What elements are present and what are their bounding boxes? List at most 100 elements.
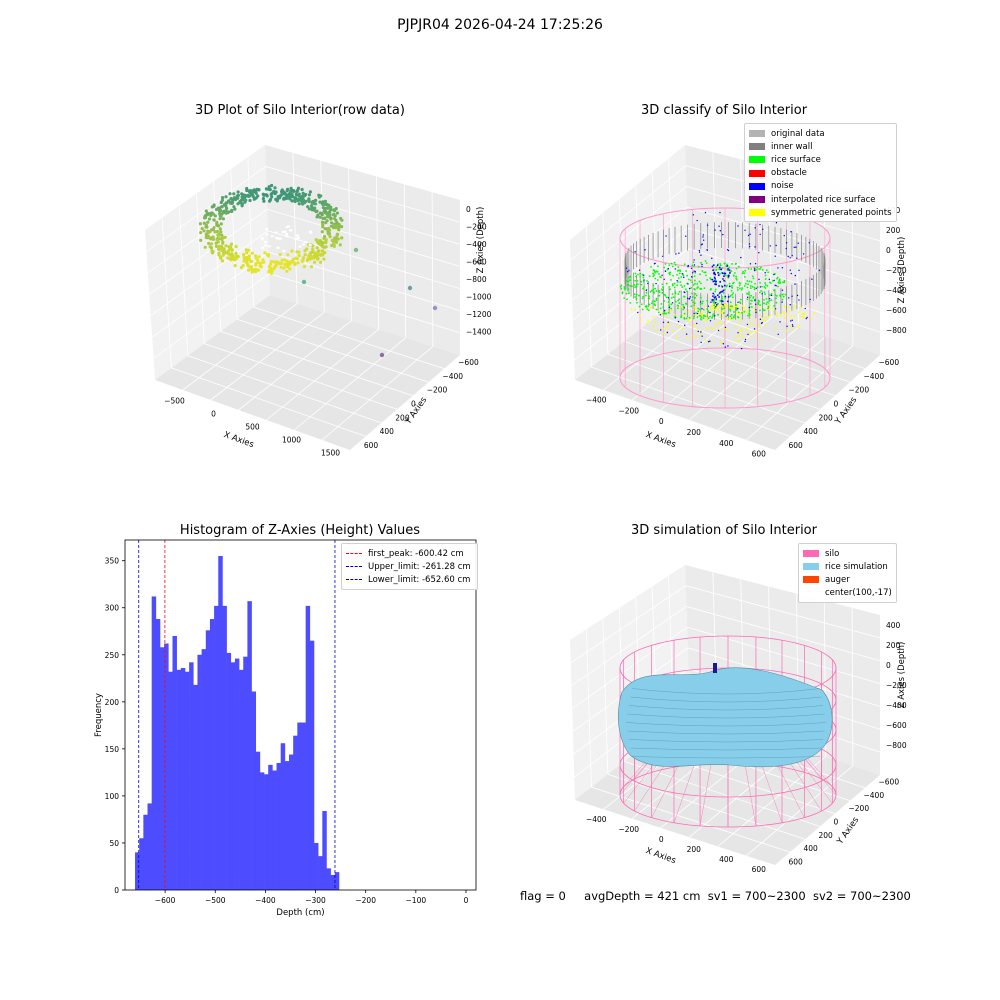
p1-x-tick-label: 1000 (282, 436, 301, 445)
p2-noise-point (723, 275, 725, 277)
p1-point (314, 238, 318, 242)
p2-noise-point (724, 326, 727, 329)
p2-rice-point (700, 318, 703, 321)
p2-rice-point (636, 301, 638, 304)
p1-point (333, 217, 337, 221)
p2-symmetric-point (793, 315, 796, 318)
p2-symmetric-point (745, 309, 748, 311)
p2-rice-point (740, 288, 743, 291)
p2-symmetric-point (712, 327, 715, 330)
p1-point (250, 251, 254, 255)
p1-point (297, 194, 301, 198)
p4-z-tick-label: 400 (886, 621, 901, 630)
panel2-title: 3D classify of Silo Interior (640, 103, 808, 118)
p1-point (256, 258, 260, 262)
p2-rice-point (650, 266, 652, 268)
y-tick-label: 250 (105, 651, 120, 660)
p1-grid-line (237, 318, 429, 383)
p2-rice-point (770, 299, 773, 302)
p2-symmetric-point (692, 335, 695, 337)
p2-noise-point (753, 328, 756, 330)
p2-noise-point (628, 269, 630, 272)
p1-point (204, 232, 208, 236)
p2-rice-point (629, 301, 632, 304)
p2-noise-point (700, 331, 702, 333)
p2-grid-line (712, 152, 718, 300)
p2-rice-point (640, 280, 643, 283)
histogram-bar (201, 649, 207, 890)
p2-grid-line (689, 326, 799, 421)
p2-noise-point (714, 283, 716, 285)
p1-point (309, 265, 314, 269)
p1-point (261, 246, 265, 249)
p1-point (268, 188, 272, 192)
p2-rice-point (676, 307, 679, 310)
p1-point (240, 198, 244, 202)
p2-rice-point (751, 285, 754, 288)
p2-rice-point (764, 284, 767, 286)
p2-rice-point (628, 279, 631, 282)
p1-point (227, 210, 231, 214)
p2-rice-point (777, 281, 780, 284)
p1-point (270, 271, 274, 275)
p2-symmetric-point (764, 323, 767, 326)
p1-point (319, 194, 323, 198)
p2-rice-point (764, 274, 767, 277)
legend-line (346, 553, 362, 555)
p2-symmetric-point (748, 332, 751, 335)
p1-point (279, 193, 283, 197)
p1-point (287, 225, 291, 228)
p2-symmetric-point (738, 320, 741, 323)
p1-z-tick-label: −800 (466, 275, 487, 284)
p2-rice-point (663, 312, 666, 315)
p2-rice-point (646, 308, 649, 311)
p2-rice-point (685, 317, 688, 320)
p2-symmetric-point (738, 339, 741, 342)
p2-rice-point (775, 295, 778, 297)
p2-rice-point (693, 304, 695, 307)
p1-point (229, 242, 234, 246)
p2-noise-point (774, 255, 776, 257)
histogram-bar (218, 555, 223, 890)
p1-grid-line (178, 205, 189, 356)
p2-rice-point (673, 261, 676, 264)
p1-point (265, 233, 269, 236)
p2-noise-point (737, 225, 739, 227)
p2-rice-point (648, 303, 651, 306)
p1-point (321, 202, 325, 206)
p2-rice-point (736, 286, 739, 289)
p2-grid-line (586, 226, 592, 368)
p2-symmetric-point (716, 305, 718, 308)
p1-point (285, 259, 289, 263)
p2-noise-point (715, 281, 717, 283)
p2-symmetric-point (739, 318, 742, 321)
p2-rice-point (698, 314, 701, 317)
p1-point (204, 209, 208, 213)
p2-symmetric-point (779, 314, 782, 317)
p2-noise-point (759, 223, 761, 226)
p1-point (209, 213, 213, 218)
p2-rice-point (658, 289, 660, 292)
p2-rice-point (724, 274, 727, 277)
p1-point (210, 205, 214, 209)
p2-noise-point (671, 302, 674, 304)
p1-point (218, 227, 222, 231)
x-tick-label: −100 (406, 896, 427, 905)
p2-rice-point (749, 296, 751, 299)
p2-rice-point (728, 266, 731, 269)
p2-grid-line (624, 341, 821, 410)
p2-symmetric-point (810, 318, 812, 321)
histogram-bar (301, 722, 306, 890)
p1-point (230, 209, 234, 213)
p2-symmetric-point (748, 322, 751, 324)
p2-noise-point (719, 291, 721, 294)
p1-z-tick-label: −200 (466, 222, 487, 231)
p2-noise-point (707, 340, 710, 343)
p2-rice-point (750, 268, 753, 270)
p2-symmetric-point (693, 323, 696, 326)
p2-symmetric-point (763, 317, 766, 320)
p2-rice-point (699, 296, 702, 299)
p2-noise-point (696, 219, 698, 222)
p2-noise-point (716, 264, 719, 267)
p2-rice-point (715, 268, 718, 271)
